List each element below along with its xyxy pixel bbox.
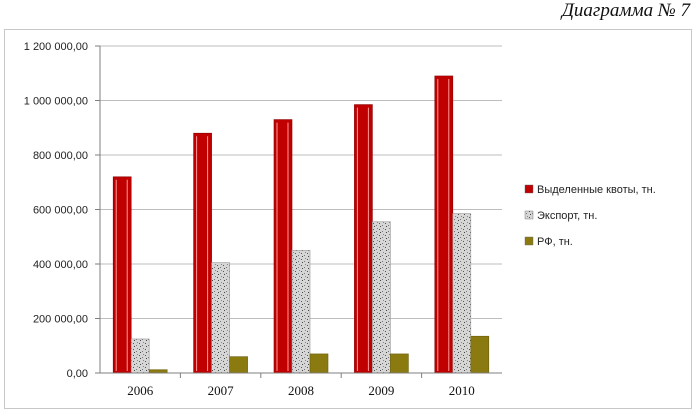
legend-swatch-1 (524, 210, 534, 220)
x-axis: 2006 2007 2008 2009 2010 (100, 372, 502, 398)
bar-2006-export (130, 338, 150, 374)
legend-swatch-0 (524, 184, 534, 194)
y-tick-label: 600 000,00 (33, 205, 88, 217)
y-tick-label: 1 200 000,00 (24, 41, 88, 53)
y-tick-label: 0,00 (67, 368, 88, 380)
y-tick-label: 400 000,00 (33, 259, 88, 271)
bar-2008-rf (309, 353, 329, 374)
x-tick-label: 2007 (208, 383, 235, 398)
bar-2010-export (452, 213, 472, 374)
x-tick-label: 2006 (127, 383, 154, 398)
chart-frame (4, 29, 692, 409)
legend-label: Выделенные квоты, тн. (537, 184, 656, 196)
x-tick-label: 2008 (288, 383, 314, 398)
bar-2008-export (291, 250, 311, 374)
bar-2010-rf (470, 335, 490, 374)
legend: Выделенные квоты, тн. Экспорт, тн. РФ, тн. (524, 184, 656, 248)
bar-2007-rf (229, 356, 248, 374)
legend-label: РФ, тн. (537, 236, 573, 248)
bar-2009-export (372, 221, 391, 374)
y-tick-label: 200 000,00 (33, 314, 88, 326)
x-tick-label: 2009 (368, 383, 394, 398)
bar-2007-export (211, 262, 230, 374)
y-axis: 0,00 200 000,00 400 000,00 600 000,00 800 00… (24, 41, 101, 380)
bar-2009-rf (390, 353, 409, 374)
bars (112, 75, 490, 374)
legend-swatch-2 (524, 236, 534, 246)
x-tick-label: 2010 (449, 383, 475, 398)
chart-caption: Диаграмма № 7 (561, 0, 690, 21)
y-tick-label: 800 000,00 (33, 150, 88, 162)
y-tick-label: 1 000 000,00 (24, 96, 88, 108)
legend-label: Экспорт, тн. (537, 210, 597, 222)
